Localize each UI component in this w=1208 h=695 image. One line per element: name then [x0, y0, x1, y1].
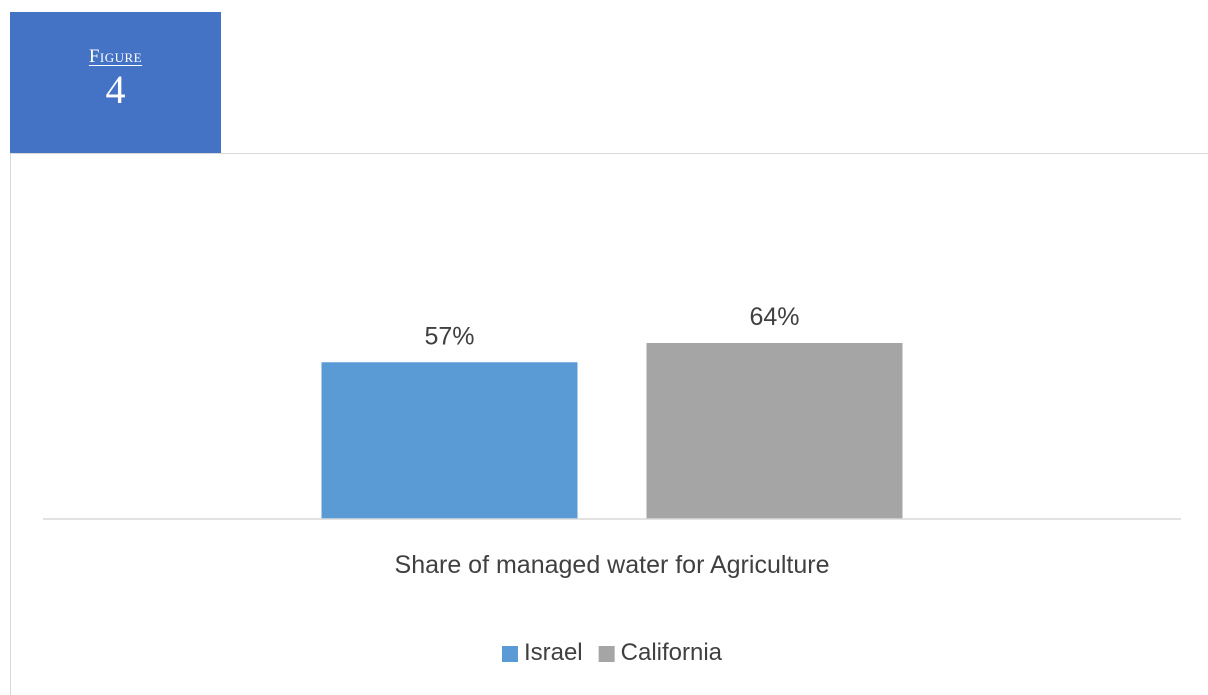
- legend-swatch-israel: [501, 646, 518, 662]
- bar-california: [646, 343, 903, 519]
- figure-badge: Figure 4: [10, 12, 221, 153]
- legend-item-california: California: [598, 639, 723, 666]
- bar-israel: [321, 362, 578, 519]
- data-labels-layer: 57% 64%: [424, 303, 799, 350]
- chart-frame: [10, 153, 1208, 695]
- legend-swatch-california: [598, 646, 615, 662]
- bars-layer: [321, 343, 903, 519]
- legend: Israel California: [501, 639, 723, 666]
- legend-label-california: California: [621, 639, 723, 666]
- data-label-california: 64%: [749, 303, 799, 331]
- figure-label: Figure: [88, 46, 143, 67]
- legend-item-israel: Israel: [501, 639, 583, 666]
- category-label: Share of managed water for Agriculture: [395, 551, 830, 579]
- figure-number: 4: [105, 67, 126, 112]
- data-label-israel: 57%: [424, 322, 474, 350]
- legend-label-israel: Israel: [524, 639, 583, 666]
